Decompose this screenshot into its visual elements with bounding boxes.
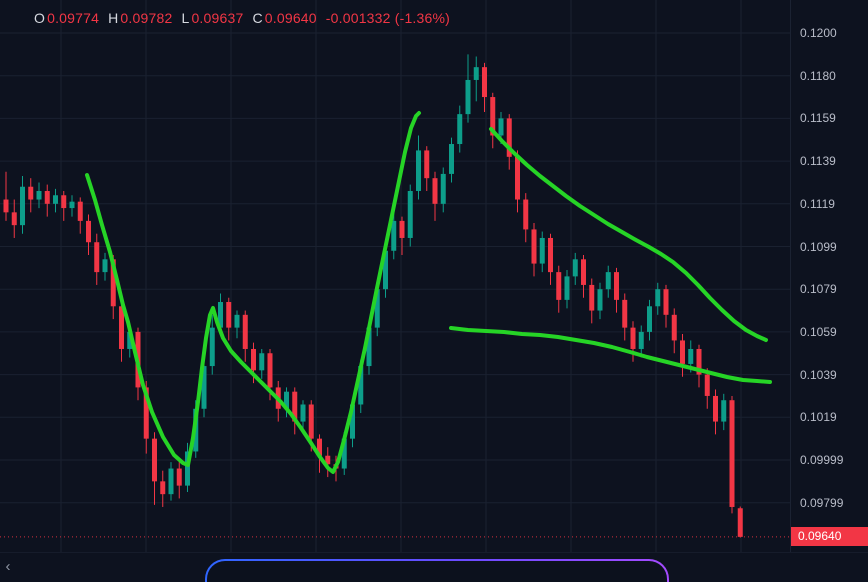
open-value: 0.09774: [47, 10, 100, 26]
bottom-toolbar-highlight[interactable]: [205, 559, 669, 582]
close-group: C 0.09640: [252, 10, 316, 26]
low-value: 0.09637: [191, 10, 244, 26]
ohlc-legend: O 0.09774 H 0.09782 L 0.09637 C 0.09640 -0.0…: [34, 10, 450, 26]
open-group: O 0.09774: [34, 10, 99, 26]
high-value: 0.09782: [120, 10, 173, 26]
price-axis-label: 0.1099: [800, 239, 837, 254]
bottom-panel-collapse-button[interactable]: ‹: [0, 554, 16, 578]
bottom-divider: [0, 552, 868, 553]
price-axis[interactable]: 0.1200 0.1180 0.1159 0.1139 0.1119 0.1099 0.10…: [790, 0, 868, 552]
change-value: -0.001332 (-1.36%): [325, 10, 451, 26]
price-axis-label: 0.1019: [800, 410, 837, 425]
low-group: L 0.09637: [181, 10, 243, 26]
price-axis-label: 0.1119: [800, 196, 835, 211]
price-axis-label: 0.1159: [800, 111, 836, 126]
price-axis-label: 0.09999: [800, 453, 844, 467]
price-axis-label: 0.1079: [800, 282, 837, 297]
high-group: H 0.09782: [108, 10, 172, 26]
current-price-badge: 0.09640: [791, 527, 868, 546]
close-label: C: [252, 10, 263, 26]
low-label: L: [181, 10, 190, 26]
price-axis-label: 0.1200: [800, 26, 837, 40]
close-value: 0.09640: [264, 10, 317, 26]
price-axis-label: 0.1059: [800, 324, 837, 339]
price-axis-label: 0.09799: [800, 495, 844, 510]
price-axis-label: 0.1139: [800, 154, 836, 169]
open-label: O: [34, 10, 46, 26]
current-price-value: 0.09640: [798, 529, 842, 543]
price-axis-label: 0.1180: [800, 68, 836, 83]
high-label: H: [108, 10, 119, 26]
price-axis-label: 0.1039: [800, 367, 837, 382]
